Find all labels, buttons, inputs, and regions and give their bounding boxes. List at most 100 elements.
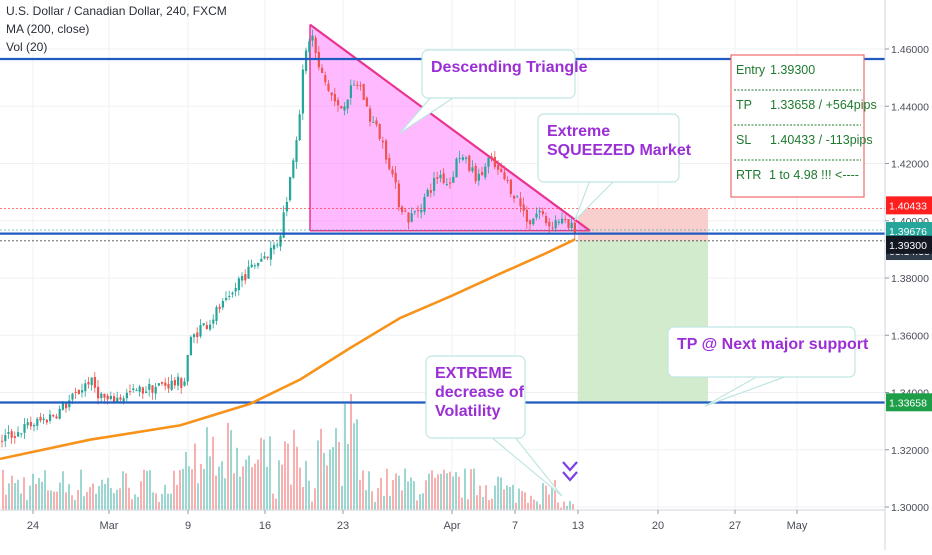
candle-body: [573, 222, 576, 234]
volume-bar: [140, 481, 142, 510]
volume-indicator-label[interactable]: Vol (20): [6, 40, 48, 54]
candle-body: [369, 108, 372, 122]
volume-bar: [428, 473, 430, 510]
volume-bar: [527, 502, 529, 510]
candle-body: [365, 97, 368, 107]
time-tick-label: May: [787, 520, 808, 532]
time-tick-label: 24: [27, 520, 39, 532]
volume-bar: [536, 501, 538, 510]
volume-bar: [380, 477, 382, 510]
candle-body: [493, 156, 496, 168]
volume-bar: [356, 419, 358, 510]
candle-body: [548, 221, 551, 227]
volume-bar: [311, 501, 313, 510]
volume-bar: [92, 483, 94, 510]
volume-bar: [389, 495, 391, 510]
candle-body: [497, 165, 500, 170]
volume-bar: [509, 486, 511, 510]
volume-bar: [260, 437, 262, 510]
candle-body: [481, 172, 484, 176]
volume-bar: [224, 478, 226, 510]
volume-bar: [47, 490, 49, 510]
volume-bar: [170, 493, 172, 510]
candle-body: [420, 210, 423, 213]
candle-body: [151, 385, 154, 393]
volume-bar: [113, 493, 115, 510]
double-chevron-down-icon: [562, 461, 578, 482]
volume-bar: [530, 495, 532, 510]
volume-bar: [347, 444, 349, 510]
time-tick-label: 20: [652, 520, 664, 532]
candle-body: [148, 383, 151, 390]
ma200-line: [0, 238, 576, 461]
volume-bar: [383, 495, 385, 510]
candle-body: [433, 177, 436, 192]
candle-body: [4, 435, 7, 442]
volume-bar: [104, 483, 106, 510]
candle-body: [535, 213, 538, 218]
candle-body: [468, 155, 471, 171]
volume-bar: [293, 429, 295, 510]
candle-body: [455, 158, 458, 178]
candle-body: [353, 84, 356, 86]
candle-body: [321, 67, 324, 74]
volume-bar: [275, 498, 277, 510]
trade-table[interactable]: Entry 1.39300 TP 1.33658 / +564pips SL 1.4043…: [730, 54, 877, 198]
candle-body: [477, 173, 480, 181]
volume-bar: [464, 468, 466, 510]
candle-body: [397, 183, 400, 208]
chevron-down-icon: [562, 461, 578, 472]
volume-bar: [152, 492, 154, 510]
candle-body: [71, 393, 74, 400]
candle-body: [221, 300, 224, 308]
candle-body: [410, 213, 413, 222]
candle-body: [330, 92, 333, 96]
candle-body: [157, 383, 160, 386]
candle-body: [276, 244, 279, 246]
candle-body: [228, 295, 231, 297]
volume-bar: [374, 501, 376, 510]
callout-tp-next-support[interactable]: TP @ Next major support: [667, 326, 869, 407]
time-tick-label: 9: [185, 520, 191, 532]
callout-tp-next-support-pointer: [704, 374, 791, 407]
candle-body: [554, 220, 557, 229]
volume-bar: [62, 471, 64, 510]
volume-bar: [446, 473, 448, 510]
candle-body: [522, 204, 525, 211]
volume-bar: [368, 471, 370, 510]
volume-bar: [563, 501, 565, 510]
volume-bar: [320, 428, 322, 510]
volume-bar: [419, 494, 421, 510]
candle-body: [570, 222, 573, 229]
candle-body: [529, 220, 532, 225]
callout-volatility[interactable]: EXTREME decrease of Volatility: [425, 355, 563, 497]
candle-body: [183, 381, 186, 386]
volume-bar: [59, 482, 61, 510]
volume-bar: [491, 498, 493, 510]
volume-bar: [155, 493, 157, 510]
volume-bar: [134, 494, 136, 510]
callout-descending-triangle-box: [421, 49, 576, 99]
candle-body: [506, 180, 509, 182]
ma-indicator-label[interactable]: MA (200, close): [6, 22, 90, 36]
volume-bar: [269, 436, 271, 510]
candle-body: [484, 166, 487, 178]
callout-descending-triangle[interactable]: Descending Triangle: [399, 49, 588, 134]
candle-body: [487, 157, 490, 167]
price-axis: 1.300001.320001.340001.360001.380001.400…: [884, 0, 932, 550]
candle-body: [461, 157, 464, 160]
volume-bar: [287, 443, 289, 510]
volume-bar: [29, 485, 31, 510]
callout-squeezed-market[interactable]: Extreme SQUEEZED Market: [537, 113, 692, 221]
volume-bar: [143, 469, 145, 510]
volume-bar: [146, 470, 148, 510]
candle-body: [77, 389, 80, 394]
candle-body: [285, 201, 288, 212]
candle-body: [314, 37, 317, 53]
volume-bar: [503, 489, 505, 510]
candle-body: [234, 287, 237, 292]
volume-bar: [440, 473, 442, 510]
candle-body: [401, 206, 404, 213]
trade-table-label-rtr: RTR: [736, 168, 761, 182]
